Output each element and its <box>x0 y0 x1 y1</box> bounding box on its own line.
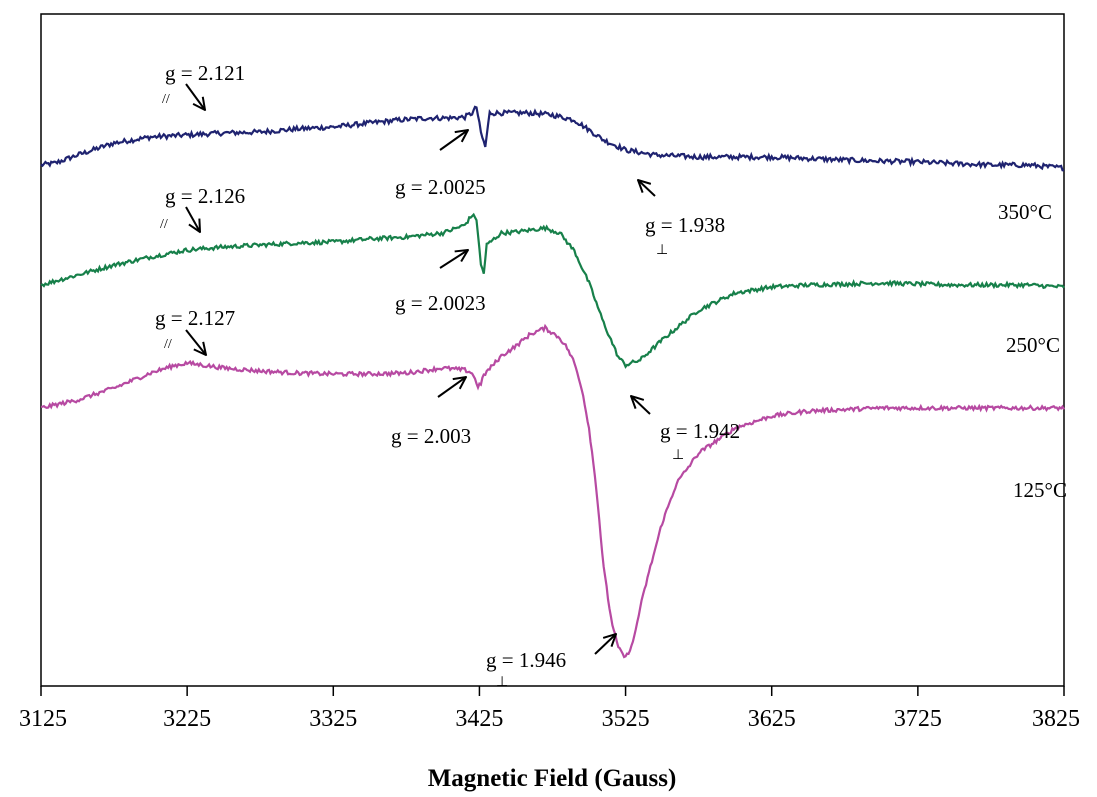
series-line-2 <box>40 212 1065 369</box>
g-value-label: g = 2.003 <box>391 424 471 448</box>
series-label: 125°C <box>1013 478 1067 502</box>
annotation-arrow <box>185 83 205 110</box>
annotation-arrow <box>439 130 468 151</box>
g-value-label: g = 1.946 <box>486 648 566 672</box>
x-tick-label: 3525 <box>602 706 650 732</box>
g-value-label: g = 2.126 <box>165 184 245 208</box>
series-labels: 350°C 250°C 125°C <box>998 200 1067 502</box>
annotation-arrow <box>638 180 656 197</box>
g-value-label: g = 1.938 <box>645 213 725 237</box>
annotation-arrow <box>631 396 651 415</box>
g-subscript: ⊥ <box>496 675 508 690</box>
x-tick-label: 3625 <box>748 706 796 732</box>
g-subscript: // <box>164 337 172 352</box>
annotation-arrow <box>439 250 468 269</box>
g-subscript: ⊥ <box>656 243 668 258</box>
x-tick-label: 3425 <box>455 706 503 732</box>
annotation-arrow <box>185 206 200 232</box>
series-label: 250°C <box>1006 333 1060 357</box>
x-tick-label: 3725 <box>894 706 942 732</box>
x-axis-label: Magnetic Field (Gauss) <box>428 765 677 792</box>
x-tick-label: 3125 <box>19 706 67 732</box>
annotation-arrow <box>437 377 466 398</box>
annotation-arrow <box>185 329 206 355</box>
g-value-label: g = 2.0023 <box>395 291 486 315</box>
annotations-layer: g = 2.121 // g = 2.0025 g = 1.938 ⊥ g = 2.126… <box>155 61 740 690</box>
plot-area-frame <box>40 13 1065 687</box>
g-value-label: g = 2.127 <box>155 306 235 330</box>
series-label: 350°C <box>998 200 1052 224</box>
x-axis-ticks: 3125 3225 3325 3425 3525 3625 3725 3825 <box>19 686 1080 732</box>
g-subscript: // <box>162 92 170 107</box>
g-subscript: ⊥ <box>672 448 684 463</box>
g-value-label: g = 1.942 <box>660 419 740 443</box>
annotation-arrow <box>594 634 616 655</box>
g-subscript: // <box>160 217 168 232</box>
x-tick-label: 3825 <box>1032 706 1080 732</box>
series-layer <box>40 105 1065 659</box>
g-value-label: g = 2.121 <box>165 61 245 85</box>
series-line-3 <box>40 323 1065 659</box>
x-tick-label: 3325 <box>309 706 357 732</box>
g-value-label: g = 2.0025 <box>395 175 486 199</box>
x-tick-label: 3225 <box>163 706 211 732</box>
series-line-1 <box>40 105 1065 172</box>
